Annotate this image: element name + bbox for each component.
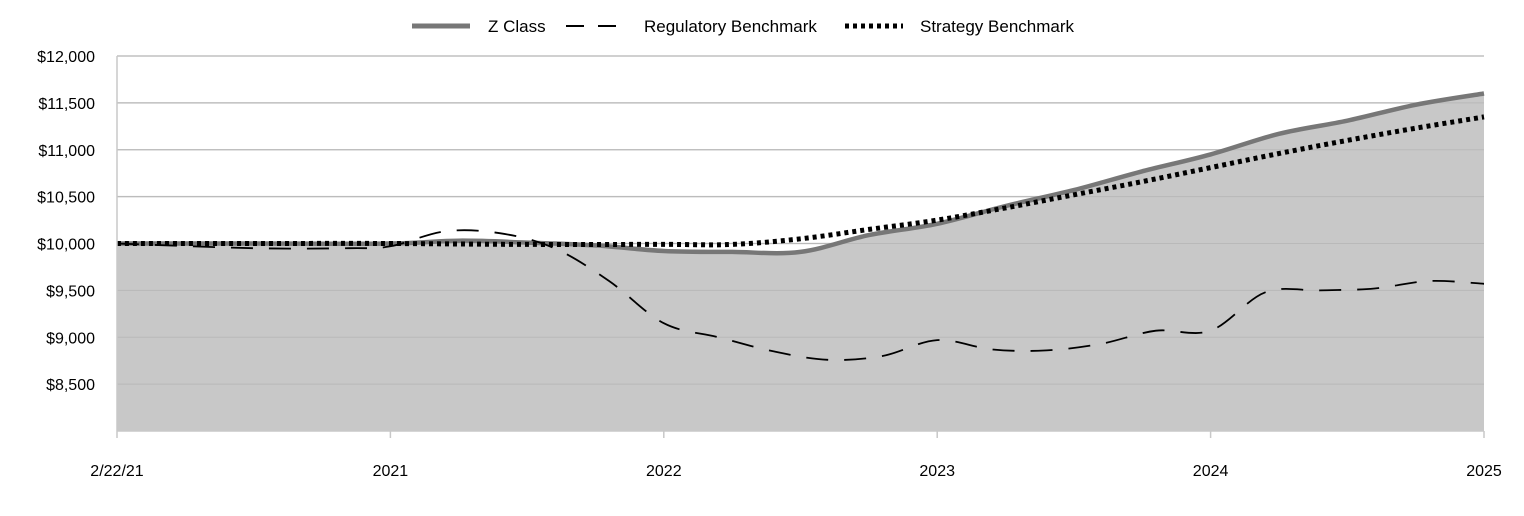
axes	[116, 56, 1485, 438]
x-tick-label: 2022	[646, 463, 682, 480]
y-tick-label: $10,000	[37, 237, 95, 254]
legend-label-regulatory-benchmark: Regulatory Benchmark	[644, 17, 817, 36]
x-tick-label: 2024	[1193, 463, 1229, 480]
x-tick-label: 2/22/21	[90, 463, 143, 480]
legend-label-z-class: Z Class	[488, 17, 546, 36]
series-line-strategy-benchmark	[116, 114, 1485, 248]
y-tick-label: $11,000	[38, 143, 95, 160]
y-tick-label: $11,500	[38, 96, 95, 113]
legend-label-strategy-benchmark: Strategy Benchmark	[920, 17, 1075, 36]
y-tick-label: $10,500	[37, 190, 95, 207]
chart-legend: Z Class Regulatory Benchmark Strategy Be…	[412, 17, 1075, 36]
y-tick-label: $12,000	[37, 49, 95, 66]
y-tick-label: $9,000	[46, 330, 95, 347]
series-line-regulatory-benchmark	[116, 229, 1485, 361]
area-layer	[117, 55, 1484, 431]
area-fill-z-class	[117, 93, 1484, 431]
series-layer	[116, 91, 1485, 361]
y-tick-label: $9,500	[46, 283, 95, 300]
y-axis-tick-labels: $8,500 $9,000 $9,500 $10,000 $10,500 $11,000 $…	[37, 49, 95, 394]
y-tick-label: $8,500	[46, 377, 95, 394]
x-tick-label: 2023	[919, 463, 955, 480]
x-tick-label: 2021	[373, 463, 409, 480]
x-axis-tick-labels: 2/22/21 2021 2022 2023 2024 2025	[90, 463, 1502, 480]
x-tick-label: 2025	[1466, 463, 1502, 480]
